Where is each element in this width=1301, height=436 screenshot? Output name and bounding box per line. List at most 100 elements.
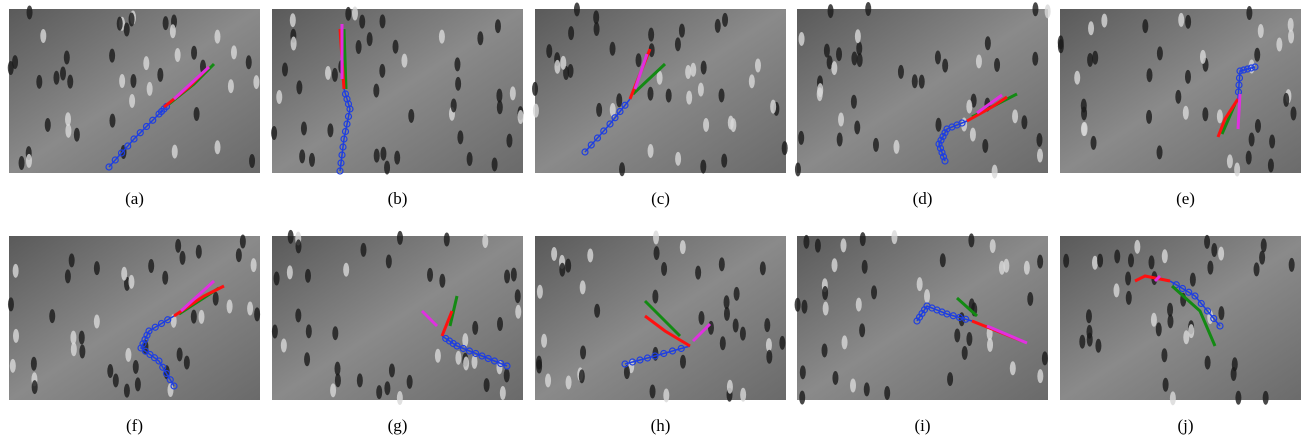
pedestrian bbox=[1157, 46, 1163, 60]
pedestrian bbox=[1259, 251, 1265, 265]
pedestrian bbox=[715, 19, 721, 33]
pedestrian bbox=[824, 44, 830, 58]
pedestrian bbox=[661, 262, 667, 276]
pedestrian bbox=[708, 321, 714, 335]
trajectory bbox=[1238, 94, 1240, 129]
pedestrian bbox=[295, 308, 301, 322]
pedestrian bbox=[1087, 53, 1093, 67]
pedestrian bbox=[10, 359, 16, 373]
pedestrian bbox=[749, 74, 755, 88]
pedestrian bbox=[389, 363, 395, 377]
pedestrian bbox=[766, 350, 772, 364]
pedestrian bbox=[177, 347, 183, 361]
pedestrian bbox=[296, 80, 302, 94]
pedestrian bbox=[912, 74, 918, 88]
pedestrian bbox=[482, 234, 488, 248]
pedestrian bbox=[734, 287, 740, 301]
panel-label: (e) bbox=[1176, 189, 1195, 208]
pedestrian bbox=[515, 305, 521, 319]
pedestrian bbox=[1254, 262, 1260, 276]
pedestrian bbox=[799, 32, 805, 46]
pedestrian bbox=[719, 88, 725, 102]
pedestrian bbox=[1157, 145, 1163, 159]
pedestrian bbox=[837, 133, 843, 147]
pedestrian bbox=[857, 53, 863, 67]
pedestrian bbox=[477, 31, 483, 45]
pedestrian bbox=[504, 368, 510, 382]
pedestrian bbox=[987, 338, 993, 352]
pedestrian bbox=[1134, 240, 1140, 254]
pedestrian bbox=[1254, 48, 1260, 62]
pedestrian bbox=[1126, 291, 1132, 305]
panel bbox=[1058, 6, 1301, 177]
pedestrian bbox=[272, 325, 278, 339]
pedestrian bbox=[129, 13, 135, 27]
pedestrian bbox=[309, 153, 315, 167]
panel-label: (c) bbox=[651, 189, 670, 208]
pedestrian bbox=[356, 40, 362, 54]
pedestrian bbox=[740, 388, 746, 402]
pedestrian bbox=[45, 118, 51, 132]
pedestrian bbox=[1188, 324, 1194, 338]
pedestrian bbox=[1185, 70, 1191, 84]
pedestrian bbox=[1003, 259, 1009, 273]
pedestrian bbox=[124, 23, 130, 37]
pedestrian bbox=[373, 84, 379, 98]
panel-label: (f) bbox=[126, 416, 143, 435]
pedestrian bbox=[541, 334, 547, 348]
pedestrian bbox=[554, 60, 560, 74]
pedestrian bbox=[733, 319, 739, 333]
pedestrian bbox=[1149, 255, 1155, 269]
pedestrian bbox=[504, 269, 510, 283]
pedestrian bbox=[1183, 106, 1189, 120]
pedestrian bbox=[546, 44, 552, 58]
pedestrian bbox=[992, 165, 998, 179]
pedestrian bbox=[305, 269, 311, 283]
pedestrian bbox=[1246, 6, 1252, 20]
pedestrian bbox=[779, 336, 785, 350]
pedestrian bbox=[532, 82, 538, 96]
pedestrian bbox=[359, 15, 365, 29]
pedestrian bbox=[36, 75, 42, 89]
pedestrian bbox=[325, 66, 331, 80]
pedestrian bbox=[109, 114, 115, 128]
pedestrian bbox=[439, 274, 445, 288]
pedestrian bbox=[1114, 249, 1120, 263]
pedestrian bbox=[855, 29, 861, 43]
pedestrian bbox=[795, 162, 801, 176]
pedestrian bbox=[518, 110, 524, 124]
pedestrian bbox=[71, 342, 77, 356]
pedestrian bbox=[1289, 258, 1295, 272]
pedestrian bbox=[124, 384, 130, 398]
pedestrian bbox=[1032, 52, 1038, 66]
pedestrian bbox=[281, 338, 287, 352]
pedestrian bbox=[856, 298, 862, 312]
pedestrian bbox=[1156, 322, 1162, 336]
pedestrian bbox=[936, 118, 942, 132]
pedestrian bbox=[727, 380, 733, 394]
pedestrian bbox=[724, 307, 730, 321]
pedestrian bbox=[817, 83, 823, 97]
pedestrian bbox=[500, 386, 506, 400]
pedestrian bbox=[282, 63, 288, 77]
pedestrian bbox=[800, 365, 806, 379]
pedestrian bbox=[170, 24, 176, 38]
pedestrian bbox=[69, 253, 75, 267]
pedestrian bbox=[330, 383, 336, 397]
pedestrian bbox=[135, 377, 141, 391]
pedestrian bbox=[128, 275, 134, 289]
pedestrian bbox=[815, 239, 821, 253]
pedestrian bbox=[451, 98, 457, 112]
pedestrian bbox=[854, 120, 860, 134]
pedestrian bbox=[701, 61, 707, 75]
panel-image bbox=[272, 9, 523, 173]
pedestrian bbox=[795, 298, 801, 312]
pedestrian bbox=[1276, 38, 1282, 52]
pedestrian bbox=[121, 267, 127, 281]
panel-image bbox=[797, 9, 1048, 173]
panel bbox=[272, 230, 523, 405]
pedestrian bbox=[533, 104, 539, 118]
pedestrian bbox=[680, 240, 686, 254]
pedestrian bbox=[666, 89, 672, 103]
pedestrian bbox=[1268, 158, 1274, 172]
